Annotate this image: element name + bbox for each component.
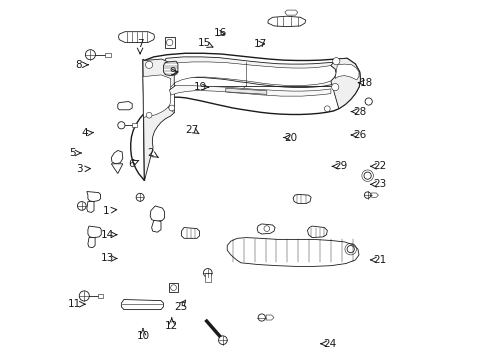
Circle shape [85,50,95,60]
Circle shape [258,314,265,321]
Text: 29: 29 [334,161,347,171]
Text: 27: 27 [185,125,199,135]
Circle shape [118,122,125,129]
Circle shape [346,246,354,253]
Text: 9: 9 [169,67,176,77]
Circle shape [264,226,269,231]
Polygon shape [151,220,161,232]
Polygon shape [371,193,378,197]
Polygon shape [118,102,132,110]
Circle shape [363,172,370,179]
Text: 14: 14 [100,230,113,240]
Circle shape [77,202,86,210]
Polygon shape [225,88,266,94]
Circle shape [79,291,89,301]
Text: 7: 7 [137,39,143,49]
Circle shape [203,269,212,277]
Text: 23: 23 [372,179,386,189]
Text: 22: 22 [372,161,386,171]
Circle shape [365,98,371,105]
Bar [168,283,178,292]
Circle shape [136,193,144,201]
Polygon shape [267,16,305,27]
Text: 25: 25 [173,302,187,312]
Text: 4: 4 [81,128,87,138]
Text: 3: 3 [76,164,83,174]
Polygon shape [284,10,297,15]
Polygon shape [104,53,111,57]
Polygon shape [330,58,360,109]
Text: 16: 16 [213,28,226,38]
Polygon shape [142,75,170,117]
Polygon shape [257,224,275,234]
Text: 17: 17 [254,39,267,49]
Text: 15: 15 [197,38,210,48]
Circle shape [170,285,176,291]
Polygon shape [121,300,163,310]
Polygon shape [88,226,101,238]
Circle shape [168,105,174,111]
Polygon shape [152,57,342,119]
Polygon shape [292,194,310,203]
Text: 11: 11 [68,299,81,309]
Polygon shape [88,238,95,248]
Polygon shape [265,315,273,320]
Text: 19: 19 [194,82,207,92]
Text: 18: 18 [359,78,372,88]
Polygon shape [98,294,103,298]
Circle shape [331,84,338,91]
Polygon shape [150,206,164,221]
Text: 26: 26 [352,130,366,140]
Text: 20: 20 [284,132,297,143]
Circle shape [166,39,172,46]
Text: 2: 2 [147,148,154,158]
Text: 12: 12 [165,321,178,331]
Polygon shape [307,226,326,238]
Text: 10: 10 [136,330,149,341]
Text: 8: 8 [76,60,82,70]
Text: 1: 1 [102,206,109,216]
Polygon shape [163,61,178,76]
Polygon shape [142,59,174,181]
Text: 28: 28 [352,107,366,117]
Polygon shape [169,86,330,96]
Polygon shape [87,202,94,212]
Circle shape [324,106,329,112]
Text: 5: 5 [69,148,76,158]
Circle shape [332,58,339,65]
Polygon shape [111,164,122,174]
Polygon shape [118,32,154,42]
Polygon shape [132,123,137,127]
Circle shape [218,336,227,345]
Text: 13: 13 [100,253,113,264]
Polygon shape [130,53,360,181]
Circle shape [364,192,370,198]
Polygon shape [227,238,358,266]
Polygon shape [335,64,358,80]
Circle shape [146,112,152,118]
Polygon shape [87,192,101,202]
Polygon shape [111,150,122,164]
Polygon shape [166,62,336,113]
Circle shape [145,61,152,68]
Bar [164,37,174,48]
Text: 6: 6 [127,159,134,169]
Text: 21: 21 [372,255,386,265]
Polygon shape [181,228,199,238]
Text: 24: 24 [323,339,336,349]
Bar [204,273,210,282]
